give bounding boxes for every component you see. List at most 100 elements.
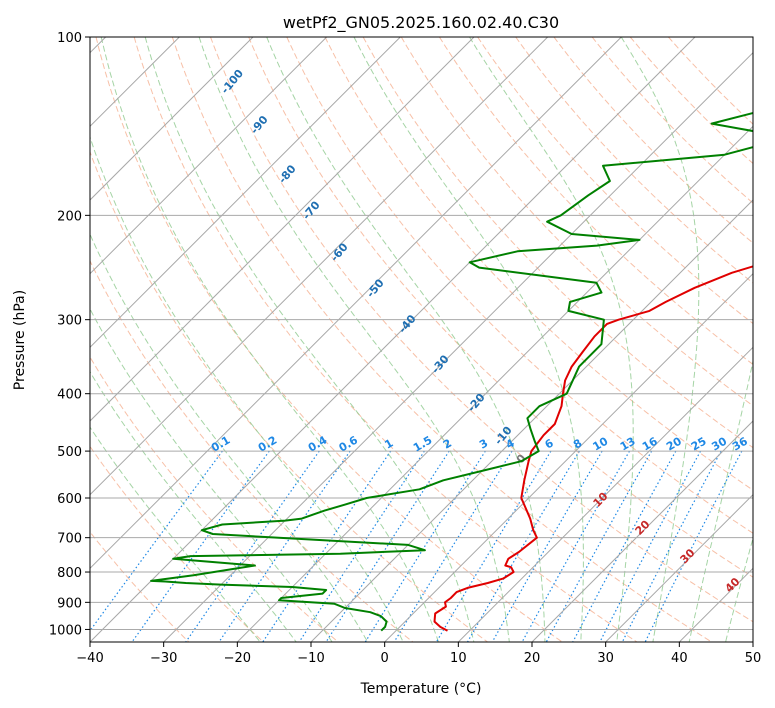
mixing-ratio-line [262,450,392,642]
mixing-ratio-line [435,450,552,642]
dry-adiabat [477,37,753,325]
x-tick-label: −10 [297,651,324,666]
dry-adiabat [629,37,753,165]
mixing-ratio-line [599,450,702,642]
moist-adiabat [90,426,261,642]
dry-adiabat [133,37,638,642]
moist-adiabat [90,232,369,642]
x-tick-label: 20 [524,651,541,666]
moist-adiabat [469,37,634,642]
x-tick-label: −20 [224,651,251,666]
dry-adiabat-label: 30 [678,546,698,566]
isotherm-line [90,37,622,570]
moist-adiabat-label: -50 [364,276,387,300]
y-tick-label: 700 [57,532,82,547]
dry-adiabat [90,531,190,642]
isotherm-line [163,51,753,642]
dry-adiabat [90,356,339,642]
x-tick-label: 40 [671,651,688,666]
mixing-ratio-line [545,450,653,642]
isotherm-line [457,346,753,642]
dry-adiabat [90,259,414,642]
moist-adiabat [620,37,700,642]
dry-adiabat [362,37,753,449]
moist-adiabat [198,37,510,642]
dry-adiabat [210,37,753,623]
isotherm-line [310,199,753,642]
moist-adiabat-label: -80 [276,162,299,186]
mixing-ratio-line [90,450,223,632]
isotherm-line [90,37,696,642]
x-tick-label: −30 [150,651,177,666]
isotherm-line [90,37,254,201]
dry-adiabat [438,37,753,366]
moist-adiabat [90,135,404,642]
y-tick-label: 200 [57,209,82,224]
mixing-ratio-line [325,450,450,642]
y-tick-label: 500 [57,445,82,460]
x-tick-label: 30 [597,651,614,666]
dry-adiabat [95,37,563,642]
moist-adiabat [725,536,753,642]
dry-adiabat [591,37,753,204]
isotherm-line [90,37,475,422]
x-tick-label: 10 [450,651,467,666]
x-axis-label: Temperature (°C) [360,681,482,697]
y-tick-label: 400 [57,388,82,403]
mixing-ratio-line [521,450,631,642]
y-tick-label: 1000 [49,623,82,638]
dewpoint-profile [150,111,753,632]
mixing-ratio-line [621,450,722,642]
isotherm-line [752,641,753,642]
mixing-ratio-line [218,450,351,642]
dry-adiabat [400,37,753,407]
isotherm-line [90,37,328,275]
dry-adiabat-label: 40 [723,575,743,595]
y-tick-label: 600 [57,492,82,507]
x-tick-label: 0 [381,651,389,666]
y-tick-label: 900 [57,596,82,611]
moist-adiabat-label: -100 [218,67,246,97]
y-axis: 100 200 300 400 500 600 700 800 900 1000 [49,31,90,638]
y-axis-label: Pressure (hPa) [12,290,28,390]
moist-adiabat [266,37,546,642]
moist-adiabat [688,358,753,642]
dry-adiabat-label: 20 [633,517,653,537]
mixing-ratio-line [491,450,603,642]
moist-adiabat-label: -70 [300,198,323,222]
profile-lines [150,111,753,632]
moist-adiabat-label: -60 [328,240,351,264]
x-tick-label: −40 [76,651,103,666]
mixing-ratio-label: 6 [543,436,556,451]
isotherm-line [90,37,401,349]
dry-adiabat [515,37,753,284]
moist-adiabat [100,37,440,642]
chart-title: wetPf2_GN05.2025.160.02.40.C30 [283,13,559,33]
y-tick-label: 800 [57,566,82,581]
y-tick-label: 100 [57,31,82,46]
mixing-ratio-line [185,450,320,642]
dry-adiabat [90,445,264,642]
isotherm-line [384,272,753,642]
dry-adiabat [553,37,753,244]
plot-frame [89,36,754,643]
isotherm-line [605,493,753,642]
background-lines [90,37,753,642]
dry-adiabat [171,37,712,642]
mixing-ratio-line [644,450,743,642]
isotherm-line [531,420,753,642]
x-tick-label: 50 [745,651,762,666]
moist-adiabat [90,370,297,642]
mixing-ratio-line [298,450,425,642]
isotherm-line [236,125,753,642]
mixing-ratio-label: 3 [477,437,490,452]
dry-adiabat [248,37,753,578]
moist-adiabat-label: -30 [429,352,452,376]
isotherm-line [678,567,753,642]
moist-adiabat-label: -90 [248,113,271,137]
moist-adiabat [144,37,475,642]
moist-adiabat [90,308,333,642]
isotherm-line [90,37,549,496]
moist-adiabat [353,37,584,642]
